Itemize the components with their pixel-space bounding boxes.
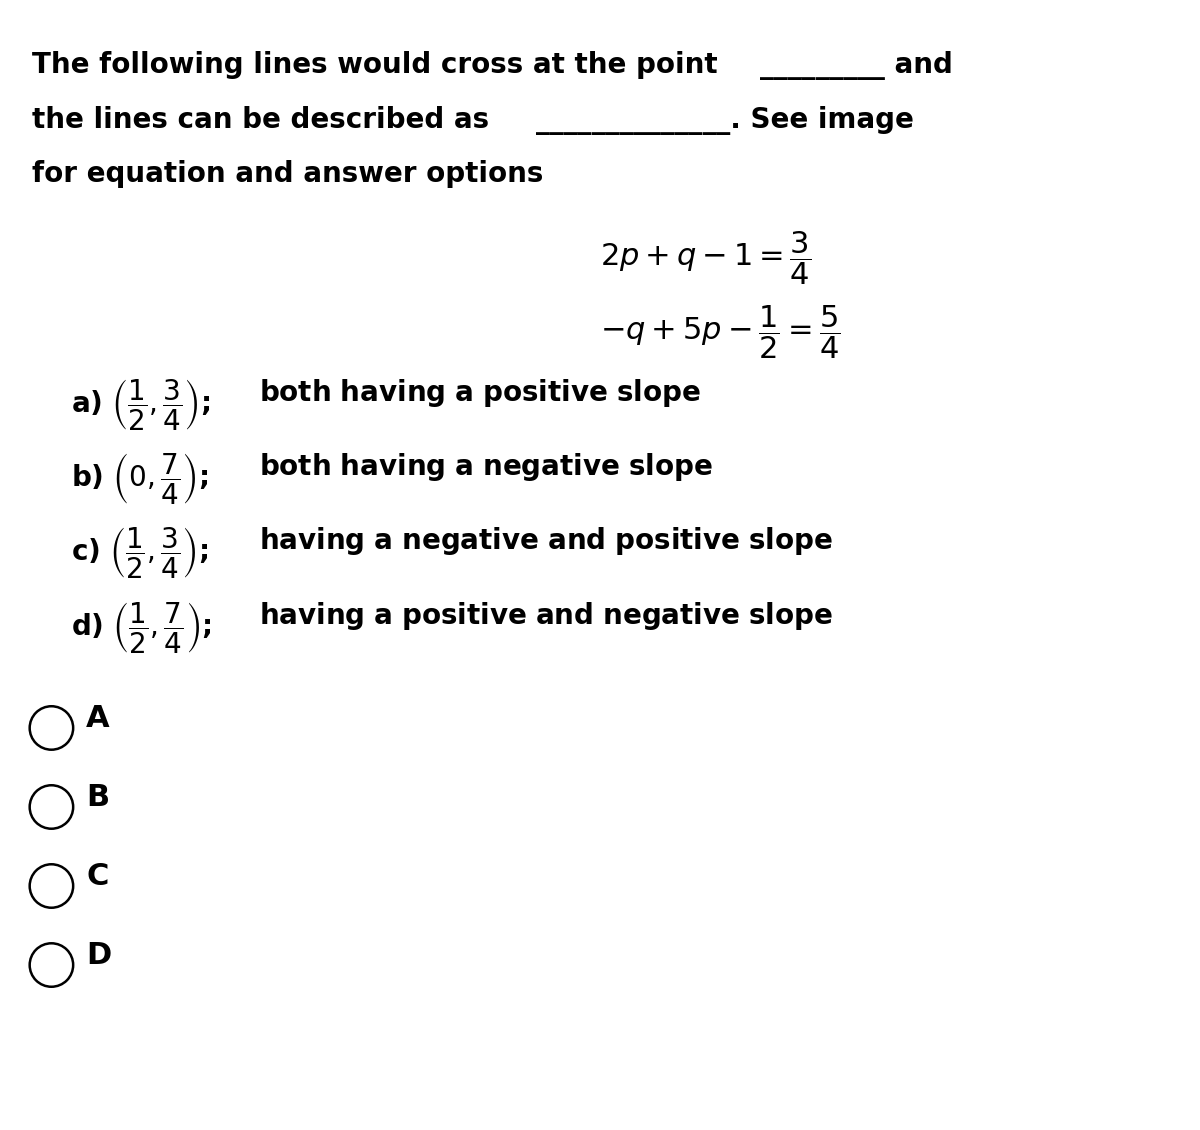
- Text: The following lines would cross at the point: The following lines would cross at the p…: [31, 51, 718, 79]
- Text: for equation and answer options: for equation and answer options: [31, 160, 544, 188]
- Text: $\mathbf{both\ having\ a\ negative\ slope}$: $\mathbf{both\ having\ a\ negative\ slop…: [259, 451, 713, 484]
- Text: $\mathbf{having\ a\ negative\ and\ positive\ slope}$: $\mathbf{having\ a\ negative\ and\ posit…: [259, 525, 833, 557]
- Text: $2p + q - 1 = \dfrac{3}{4}$: $2p + q - 1 = \dfrac{3}{4}$: [600, 229, 811, 287]
- Text: $\mathbf{d)}\ \left(\dfrac{1}{2},\dfrac{7}{4}\right)$$\mathbf{;}$: $\mathbf{d)}\ \left(\dfrac{1}{2},\dfrac{…: [71, 600, 211, 654]
- Text: _________ and: _________ and: [760, 51, 953, 80]
- Text: D: D: [86, 940, 112, 970]
- Text: $\mathbf{b)}\ \left(0,\dfrac{7}{4}\right)$$\mathbf{;}$: $\mathbf{b)}\ \left(0,\dfrac{7}{4}\right…: [71, 451, 209, 506]
- Text: C: C: [86, 862, 108, 890]
- Text: $\mathbf{a)}\ \left(\dfrac{1}{2},\dfrac{3}{4}\right)$$\mathbf{;}$: $\mathbf{a)}\ \left(\dfrac{1}{2},\dfrac{…: [71, 377, 210, 433]
- Text: $-q + 5p - \dfrac{1}{2} = \dfrac{5}{4}$: $-q + 5p - \dfrac{1}{2} = \dfrac{5}{4}$: [600, 303, 841, 360]
- Text: A: A: [86, 704, 109, 732]
- Text: the lines can be described as: the lines can be described as: [31, 106, 488, 133]
- Text: $\mathbf{both\ having\ a\ positive\ slope}$: $\mathbf{both\ having\ a\ positive\ slop…: [259, 377, 701, 409]
- Text: B: B: [86, 783, 109, 811]
- Text: $\mathbf{having\ a\ positive\ and\ negative\ slope}$: $\mathbf{having\ a\ positive\ and\ negat…: [259, 600, 833, 632]
- Text: ______________. See image: ______________. See image: [535, 106, 913, 134]
- Text: $\mathbf{c)}\ \left(\dfrac{1}{2},\dfrac{3}{4}\right)$$\mathbf{;}$: $\mathbf{c)}\ \left(\dfrac{1}{2},\dfrac{…: [71, 525, 209, 581]
